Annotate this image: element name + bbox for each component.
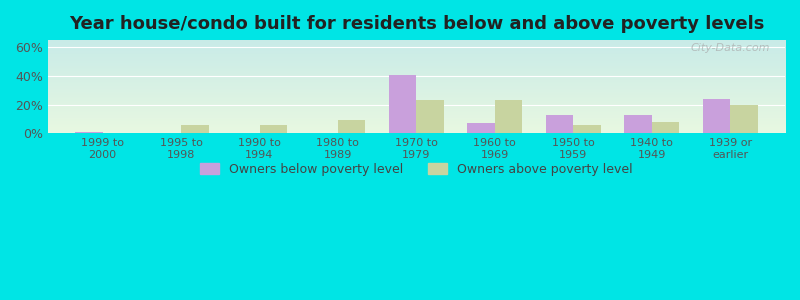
Bar — [416, 100, 444, 133]
Bar — [652, 122, 679, 133]
Bar — [467, 123, 495, 133]
Bar — [389, 74, 416, 133]
Bar — [702, 99, 730, 133]
Bar — [338, 120, 366, 133]
Bar — [574, 125, 601, 133]
Legend: Owners below poverty level, Owners above poverty level: Owners below poverty level, Owners above… — [195, 158, 638, 181]
Bar — [624, 115, 652, 133]
Bar — [546, 115, 574, 133]
Bar — [181, 125, 209, 133]
Bar — [75, 132, 102, 133]
Text: City-Data.com: City-Data.com — [690, 43, 770, 53]
Bar — [730, 105, 758, 133]
Bar — [495, 100, 522, 133]
Bar — [259, 125, 287, 133]
Title: Year house/condo built for residents below and above poverty levels: Year house/condo built for residents bel… — [69, 15, 764, 33]
